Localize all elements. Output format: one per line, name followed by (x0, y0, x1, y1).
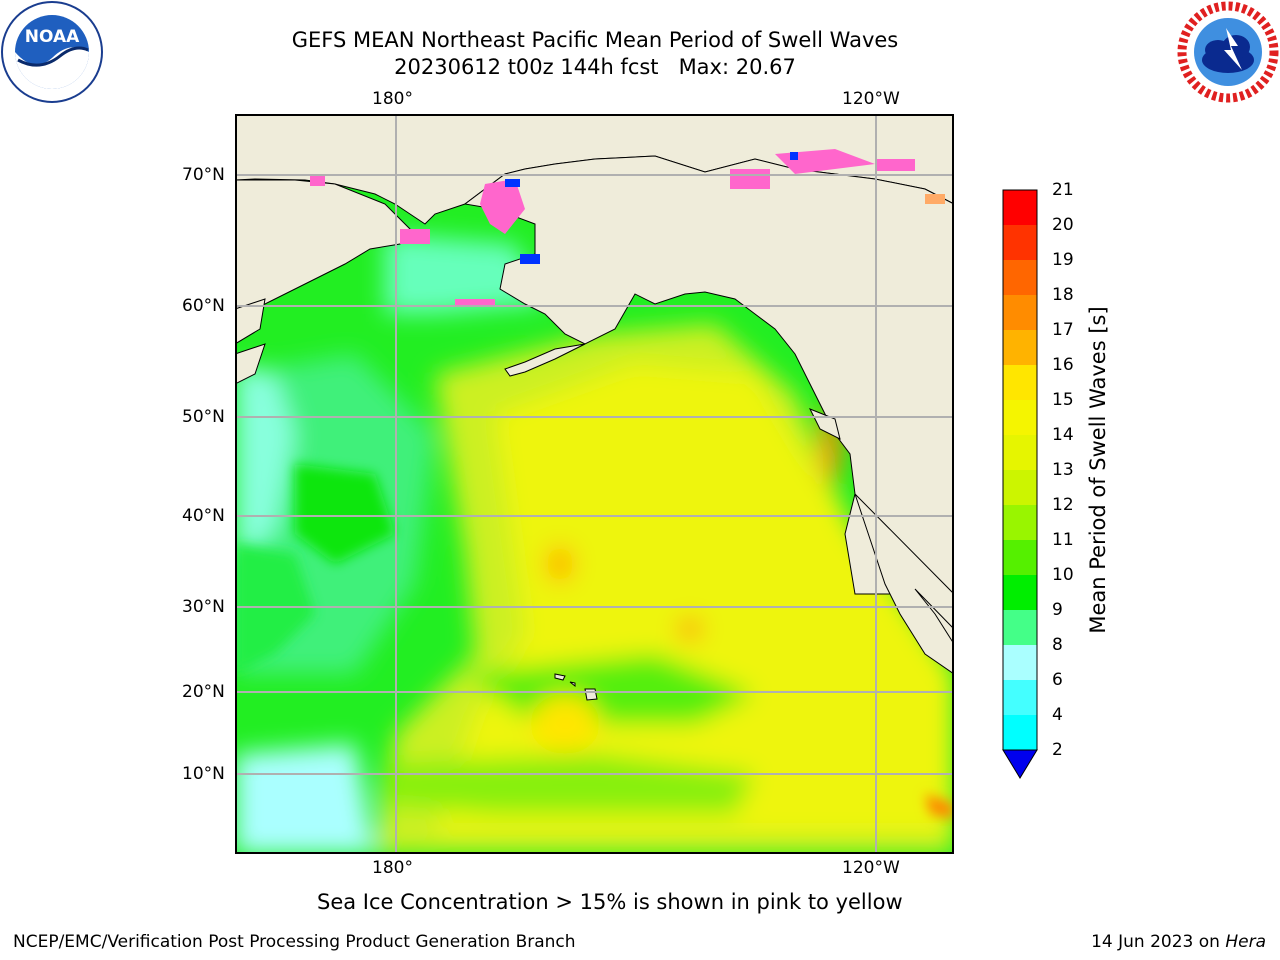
colorbar-tick-label: 8 (1052, 635, 1063, 655)
graticule (235, 114, 954, 854)
colorbar-tick-label: 11 (1052, 530, 1074, 550)
footer-date-text: 14 Jun 2023 on (1091, 932, 1226, 952)
colorbar-swatch (1003, 575, 1037, 610)
colorbar-tick-label: 13 (1052, 460, 1074, 480)
swell-period-map (234, 113, 955, 854)
sea-ice-note: Sea Ice Concentration > 15% is shown in … (317, 890, 903, 914)
colorbar (1000, 186, 1040, 786)
colorbar-tick-label: 12 (1052, 495, 1074, 515)
lat-tick-60n: 60°N (182, 296, 225, 316)
colorbar-swatch (1003, 715, 1037, 750)
svg-text:NOAA: NOAA (25, 27, 80, 47)
plot-title: GEFS MEAN Northeast Pacific Mean Period … (291, 28, 899, 52)
colorbar-swatch (1003, 260, 1037, 295)
lat-tick-70n: 70°N (182, 165, 225, 185)
hawaii (554, 673, 598, 701)
plot-subtitle: 20230612 t00z 144h fcst Max: 20.67 (394, 55, 796, 79)
colorbar-tick-label: 6 (1052, 670, 1063, 690)
colorbar-swatch (1003, 645, 1037, 680)
colorbar-swatch (1003, 540, 1037, 575)
colorbar-swatch (1003, 295, 1037, 330)
lon-tick-bottom-120w: 120°W (842, 858, 900, 878)
colorbar-swatch (1003, 680, 1037, 715)
nws-logo (1176, 0, 1280, 104)
colorbar-label: Mean Period of Swell Waves [s] (1086, 306, 1110, 634)
colorbar-tick-label: 21 (1052, 180, 1074, 200)
colorbar-swatch (1003, 505, 1037, 540)
colorbar-tick-labels: 21 20 19 18 17 16 15 14 13 12 11 10 9 8 6 4 2 (1052, 0, 1112, 960)
lat-tick-30n: 30°N (182, 597, 225, 617)
colorbar-tick-label: 19 (1052, 250, 1074, 270)
colorbar-tick-label: 20 (1052, 215, 1074, 235)
colorbar-tick-label: 9 (1052, 600, 1063, 620)
lat-tick-50n: 50°N (182, 407, 225, 427)
footer-machine: Hera (1225, 932, 1266, 952)
colorbar-tick-label: 16 (1052, 355, 1074, 375)
footer-credit: NCEP/EMC/Verification Post Processing Pr… (13, 932, 576, 952)
colorbar-swatch (1003, 330, 1037, 365)
colorbar-tick-label: 2 (1052, 740, 1063, 760)
colorbar-swatch (1003, 470, 1037, 505)
lon-tick-bottom-180: 180° (372, 858, 413, 878)
colorbar-swatch (1003, 190, 1037, 225)
colorbar-tick-label: 18 (1052, 285, 1074, 305)
colorbar-tick-label: 14 (1052, 425, 1074, 445)
colorbar-tick-label: 4 (1052, 705, 1063, 725)
noaa-logo: NOAA (0, 0, 104, 104)
colorbar-swatches (1002, 189, 1038, 779)
colorbar-swatch (1003, 400, 1037, 435)
lon-tick-top-120w: 120°W (842, 89, 900, 109)
swell-period-shading (235, 234, 954, 854)
colorbar-swatch (1003, 610, 1037, 645)
lat-tick-40n: 40°N (182, 506, 225, 526)
colorbar-frame (1002, 189, 1038, 751)
colorbar-swatch (1003, 225, 1037, 260)
colorbar-swatch (1003, 365, 1037, 400)
colorbar-tick-label: 10 (1052, 565, 1074, 585)
land-alaska (463, 155, 955, 595)
colorbar-swatch (1003, 435, 1037, 470)
colorbar-tick-label: 17 (1052, 320, 1074, 340)
map-frame (235, 114, 954, 854)
lat-tick-10n: 10°N (182, 764, 225, 784)
lon-tick-top-180: 180° (372, 89, 413, 109)
map-panel (234, 113, 955, 854)
colorbar-extend-arrow (1002, 749, 1038, 779)
lat-tick-20n: 20°N (182, 682, 225, 702)
colorbar-tick-label: 15 (1052, 390, 1074, 410)
footer-date: 14 Jun 2023 on Hera (1091, 932, 1266, 952)
